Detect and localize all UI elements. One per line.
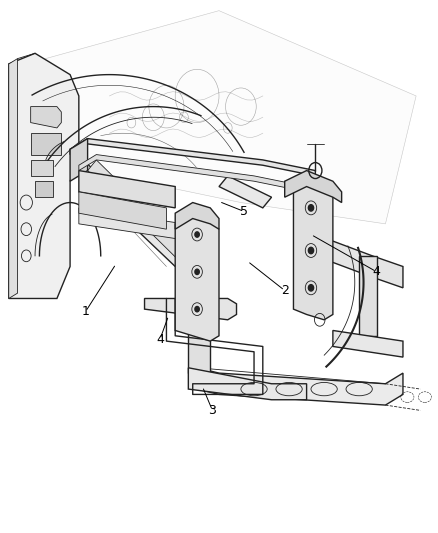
Polygon shape bbox=[22, 11, 416, 224]
Text: 1: 1 bbox=[81, 305, 89, 318]
Polygon shape bbox=[175, 203, 219, 229]
Circle shape bbox=[308, 247, 314, 254]
Circle shape bbox=[308, 285, 314, 291]
Polygon shape bbox=[359, 256, 377, 336]
Polygon shape bbox=[74, 160, 184, 266]
Circle shape bbox=[195, 306, 199, 312]
Polygon shape bbox=[293, 176, 333, 320]
Polygon shape bbox=[79, 208, 184, 240]
Polygon shape bbox=[31, 107, 61, 128]
Polygon shape bbox=[35, 181, 53, 197]
Text: 3: 3 bbox=[208, 404, 216, 417]
Circle shape bbox=[195, 232, 199, 237]
Polygon shape bbox=[333, 330, 403, 357]
Text: 4: 4 bbox=[156, 333, 164, 346]
Polygon shape bbox=[219, 176, 272, 208]
Polygon shape bbox=[31, 160, 53, 176]
Text: 2: 2 bbox=[281, 284, 289, 297]
Polygon shape bbox=[285, 171, 342, 203]
Polygon shape bbox=[197, 368, 403, 405]
Polygon shape bbox=[9, 53, 79, 298]
Polygon shape bbox=[70, 139, 315, 176]
Polygon shape bbox=[188, 368, 307, 400]
Polygon shape bbox=[79, 171, 175, 208]
Polygon shape bbox=[31, 133, 61, 155]
Polygon shape bbox=[79, 192, 166, 229]
Circle shape bbox=[195, 269, 199, 274]
Circle shape bbox=[308, 205, 314, 211]
Polygon shape bbox=[175, 213, 219, 341]
Text: 4: 4 bbox=[373, 265, 381, 278]
Polygon shape bbox=[188, 298, 210, 373]
Polygon shape bbox=[79, 155, 307, 192]
Polygon shape bbox=[70, 139, 88, 181]
Text: 5: 5 bbox=[240, 205, 248, 218]
Polygon shape bbox=[88, 160, 188, 261]
Polygon shape bbox=[9, 59, 18, 298]
Polygon shape bbox=[315, 235, 403, 288]
Polygon shape bbox=[145, 298, 237, 320]
